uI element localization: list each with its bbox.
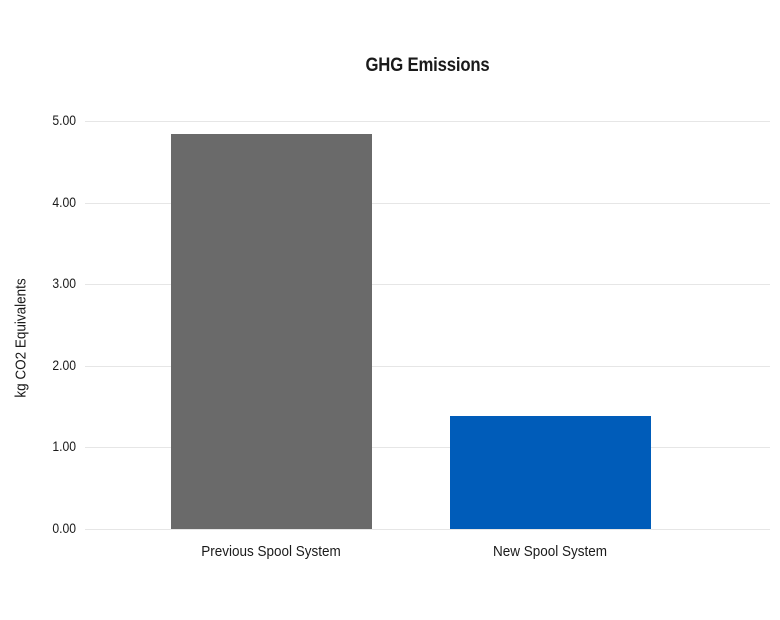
gridline <box>85 284 770 286</box>
chart-title: GHG Emissions <box>365 55 490 76</box>
y-tick-label: 1.00 <box>52 439 76 455</box>
x-category-label: Previous Spool System <box>201 543 341 560</box>
gridline <box>85 529 770 530</box>
gridline <box>85 121 770 122</box>
y-tick-label: 5.00 <box>52 113 76 128</box>
gridline <box>85 447 770 449</box>
y-tick-label: 4.00 <box>52 194 76 210</box>
y-tick-label: 2.00 <box>52 357 76 373</box>
y-tick-label: 0.00 <box>52 521 76 536</box>
y-axis-title: kg CO2 Equivalents <box>12 278 30 398</box>
gridline <box>85 202 770 204</box>
bar-previous-spool-system <box>170 134 372 529</box>
gridline <box>85 365 770 367</box>
bar-new-spool-system <box>449 416 651 529</box>
y-tick-label: 3.00 <box>52 276 76 292</box>
x-category-label: New Spool System <box>492 543 608 560</box>
